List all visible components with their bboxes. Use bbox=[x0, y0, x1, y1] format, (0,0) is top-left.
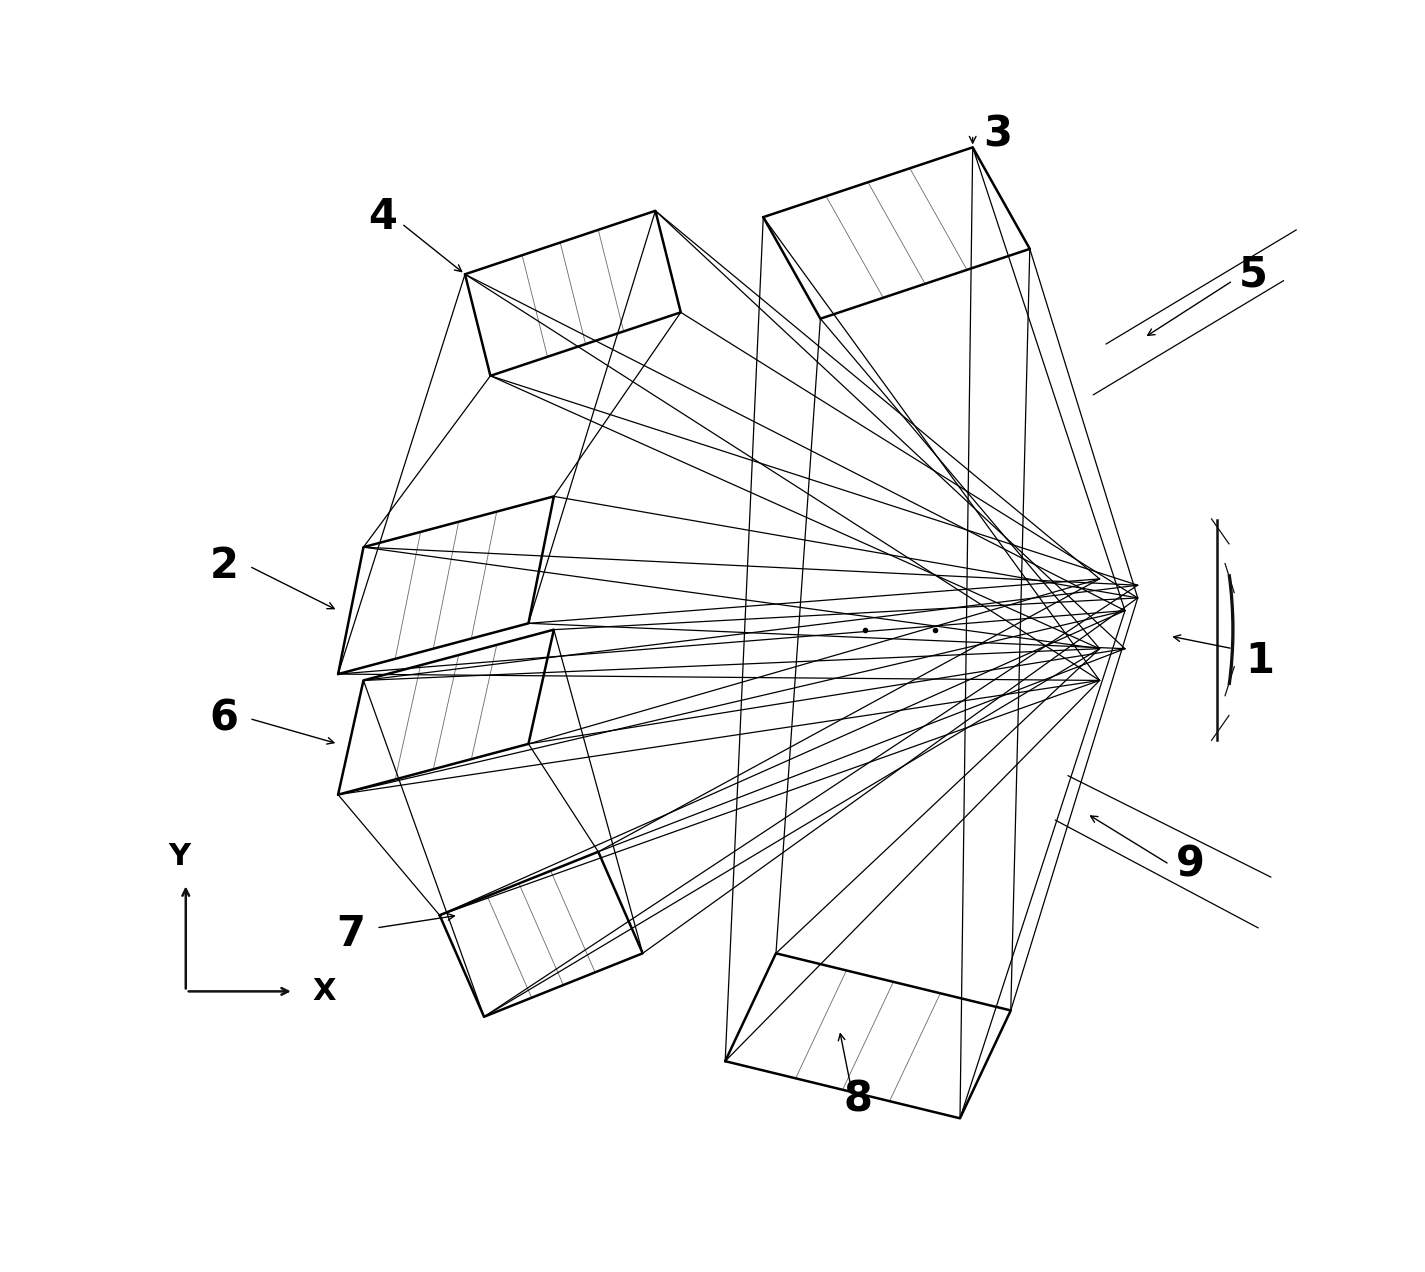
Text: 8: 8 bbox=[844, 1079, 874, 1121]
Text: 1: 1 bbox=[1245, 640, 1274, 682]
Text: 7: 7 bbox=[336, 913, 365, 955]
Text: 4: 4 bbox=[368, 196, 398, 238]
Text: X: X bbox=[312, 977, 336, 1006]
Text: 2: 2 bbox=[209, 546, 238, 588]
Text: 6: 6 bbox=[209, 697, 238, 739]
Text: 9: 9 bbox=[1176, 843, 1204, 885]
Text: Y: Y bbox=[168, 842, 191, 871]
Text: 3: 3 bbox=[983, 113, 1013, 155]
Text: 5: 5 bbox=[1240, 253, 1268, 295]
